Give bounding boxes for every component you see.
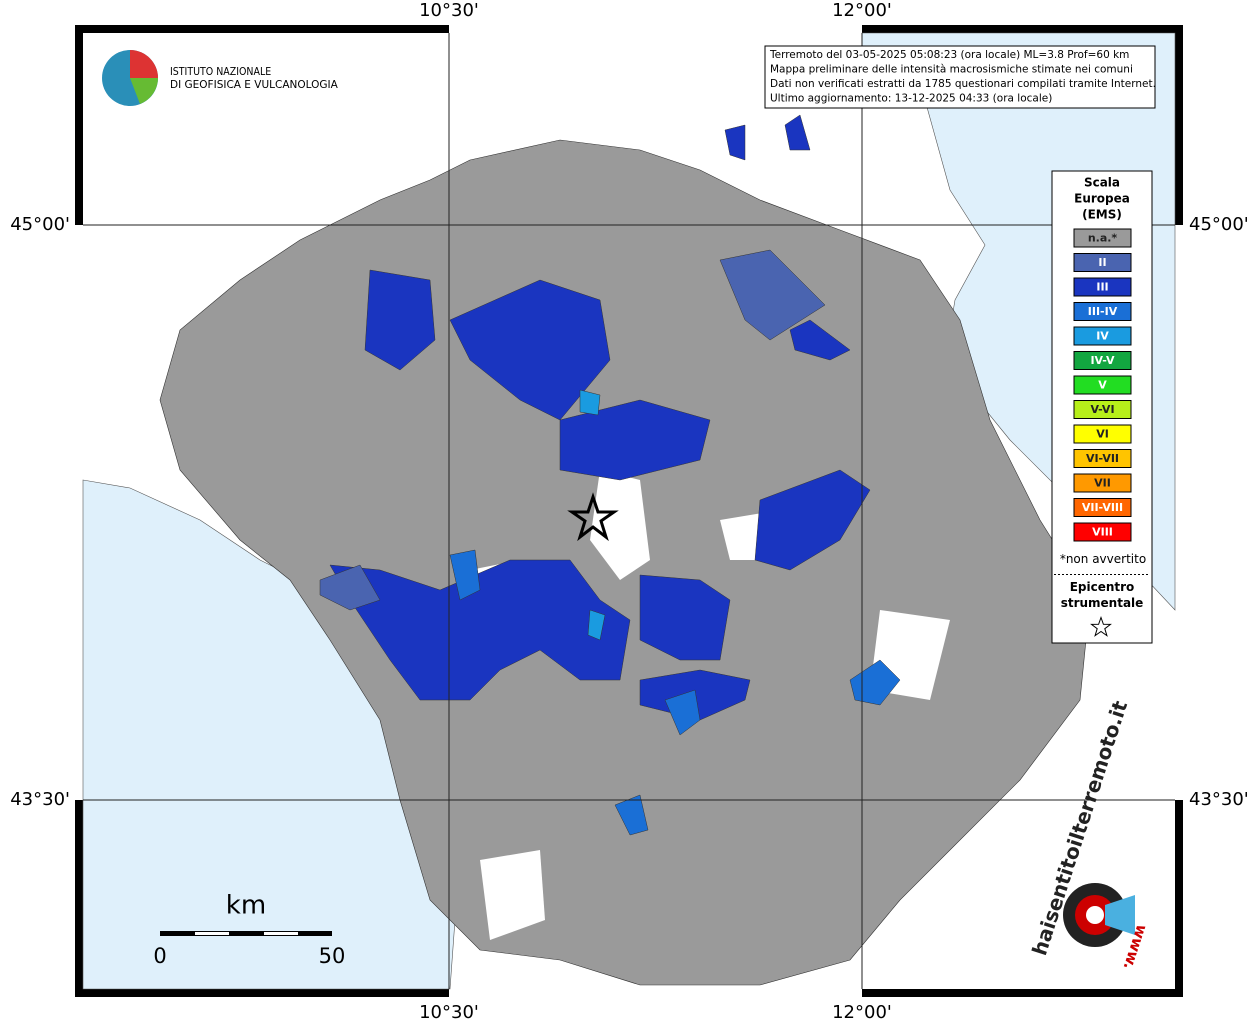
institute-line: ISTITUTO NAZIONALE — [170, 66, 271, 78]
municipality-iii — [364, 269, 436, 371]
legend-label: VIII — [1092, 526, 1113, 539]
frame-tick — [449, 25, 862, 33]
scale-label: 0 — [153, 944, 166, 968]
municipality-ii — [319, 564, 381, 611]
legend-swatch — [1073, 449, 1132, 468]
scale-unit: km — [226, 891, 266, 921]
legend-note: *non avvertito — [1060, 552, 1146, 566]
axis-labels: 10°30' 12°00' 10°30' 12°00' 45°00' 43°30' 45°0… — [10, 0, 1249, 1023]
scale-label: 50 — [319, 944, 346, 968]
info-line: Dati non verificati estratti da 1785 que… — [770, 78, 1156, 90]
latitude-label: 45°00' — [1189, 214, 1249, 235]
legend-swatch — [1073, 326, 1132, 346]
ingv-logo: ISTITUTO NAZIONALE DI GEOFISICA E VULCAN… — [102, 50, 339, 106]
legend-label: II — [1098, 256, 1106, 269]
legend-title: (EMS) — [1082, 208, 1122, 222]
no-data-area — [590, 470, 650, 580]
longitude-label: 10°30' — [419, 1002, 479, 1023]
info-text: Terremoto del 03-05-2025 05:08:23 (ora l… — [769, 49, 1156, 105]
longitude-label: 10°30' — [419, 0, 479, 21]
logo-segment — [130, 78, 158, 104]
institute-line: DI GEOFISICA E VULCANOLOGIA — [170, 79, 339, 91]
municipality-iii — [639, 574, 731, 661]
legend-label: VII — [1094, 477, 1111, 490]
municipality-iii-iv — [449, 549, 481, 601]
legend-epicenter-title: Epicentro — [1070, 580, 1135, 594]
legend-swatch — [1073, 473, 1132, 493]
latitude-label: 45°00' — [10, 214, 70, 235]
municipality-iii — [789, 319, 851, 361]
legend-title: Europea — [1074, 192, 1130, 206]
legend-label: VII-VIII — [1082, 501, 1123, 514]
municipality-iii — [559, 399, 711, 481]
logo-speaker — [1105, 895, 1135, 935]
municipality-iii-iv — [664, 689, 701, 736]
municipality-iii — [724, 124, 746, 161]
no-data-area — [480, 850, 545, 940]
municipality-iv — [579, 389, 601, 416]
legend-swatch — [1073, 351, 1132, 370]
legend-label: III-IV — [1088, 305, 1118, 318]
latitude-label: 43°30' — [10, 789, 70, 810]
legend-swatch — [1073, 302, 1132, 321]
legend-label: V-VI — [1090, 403, 1114, 416]
legend-swatch — [1073, 375, 1132, 395]
municipality-iii — [784, 114, 811, 151]
frame-tick — [1175, 225, 1183, 800]
scale-bar-segment — [195, 932, 229, 935]
info-line: Terremoto del 03-05-2025 05:08:23 (ora l… — [769, 49, 1129, 61]
municipality-iii-iv — [614, 794, 649, 836]
scale-bar-segment — [264, 932, 298, 935]
legend-swatch — [1073, 424, 1132, 444]
legend-label: V — [1098, 379, 1107, 392]
municipality-iv — [587, 609, 606, 641]
legend-title: Scala — [1084, 176, 1120, 190]
legend-swatch — [1073, 498, 1132, 517]
legend-label: III — [1096, 281, 1108, 294]
epicenter-star — [567, 492, 619, 542]
legend-swatch — [1073, 253, 1132, 272]
municipality-ii — [719, 249, 826, 341]
legend-swatch — [1073, 277, 1132, 297]
legend-label: IV — [1096, 330, 1109, 343]
info-line: Ultimo aggiornamento: 13-12-2025 04:33 (… — [770, 93, 1052, 105]
legend-label: VI — [1096, 428, 1109, 441]
municipality-iii — [449, 279, 611, 421]
legend-epicenter-star — [1090, 615, 1112, 637]
legend: ScalaEuropea(EMS)n.a.*IIIIIIII-IVIVIV-VV… — [1054, 176, 1150, 637]
legend-swatch — [1073, 228, 1132, 248]
logo-segment — [130, 50, 158, 78]
info-line: Mappa preliminare delle intensità macros… — [770, 64, 1133, 76]
latitude-label: 43°30' — [1189, 789, 1249, 810]
longitude-label: 12°00' — [832, 1002, 892, 1023]
frame-tick — [75, 225, 83, 800]
legend-swatch — [1073, 522, 1132, 542]
legend-label: VI-VII — [1086, 452, 1119, 465]
longitude-label: 12°00' — [832, 0, 892, 21]
frame-tick — [449, 989, 862, 997]
scale-bar: km 0 50 — [153, 891, 345, 969]
legend-epicenter-title: strumentale — [1061, 596, 1144, 610]
legend-label: n.a.* — [1088, 232, 1118, 245]
scale-bar-segment — [160, 931, 332, 936]
logo-target — [1086, 906, 1104, 924]
municipality-iii — [754, 469, 871, 571]
legend-swatch — [1073, 400, 1132, 419]
legend-label: IV-V — [1090, 354, 1115, 367]
info-box — [764, 45, 1156, 109]
